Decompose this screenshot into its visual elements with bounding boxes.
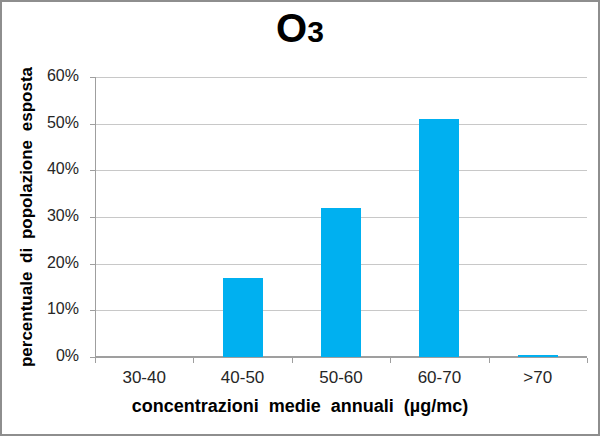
x-tick-mark (390, 358, 391, 363)
chart-title-subscript: 3 (307, 15, 324, 48)
y-tick-mark (90, 264, 95, 265)
x-axis-category-label: 30-40 (95, 368, 193, 388)
gridline-60 (95, 77, 587, 78)
y-tick-mark (90, 217, 95, 218)
x-axis-category-label: 40-50 (193, 368, 291, 388)
x-tick-mark (95, 358, 96, 363)
gridline-50 (95, 124, 587, 125)
bar-60-70 (419, 119, 459, 357)
y-axis-tick-label: 50% (47, 114, 79, 132)
gridline-40 (95, 170, 587, 171)
y-tick-mark (90, 310, 95, 311)
y-axis-tick-label: 30% (47, 207, 79, 225)
y-axis-line (95, 77, 96, 363)
x-tick-mark (587, 358, 588, 363)
x-tick-mark (193, 358, 194, 363)
bar->70 (518, 355, 558, 357)
x-axis-title: concentrazioni medie annuali (µg/mc) (2, 396, 598, 417)
y-axis-tick-label: 10% (47, 300, 79, 318)
bar-50-60 (321, 208, 361, 357)
chart-title-main: O (276, 6, 307, 50)
x-tick-mark (489, 358, 490, 363)
x-axis-category-label: >70 (489, 368, 587, 388)
y-axis-tick-label: 20% (47, 254, 79, 272)
y-axis-tick-label: 40% (47, 160, 79, 178)
plot-area (95, 77, 587, 357)
chart-title: O3 (2, 6, 598, 50)
y-axis-tick-label: 60% (47, 67, 79, 85)
chart-window: O3 percentuale di popolazione esposta co… (0, 0, 600, 436)
y-tick-mark (90, 124, 95, 125)
x-axis-category-label: 50-60 (292, 368, 390, 388)
y-axis-title: percentuale di popolazione esposta (17, 67, 37, 367)
x-axis-category-label: 60-70 (390, 368, 488, 388)
bar-40-50 (223, 278, 263, 357)
y-axis-tick-label: 0% (56, 347, 79, 365)
x-tick-mark (292, 358, 293, 363)
y-tick-mark (90, 77, 95, 78)
y-tick-mark (90, 170, 95, 171)
